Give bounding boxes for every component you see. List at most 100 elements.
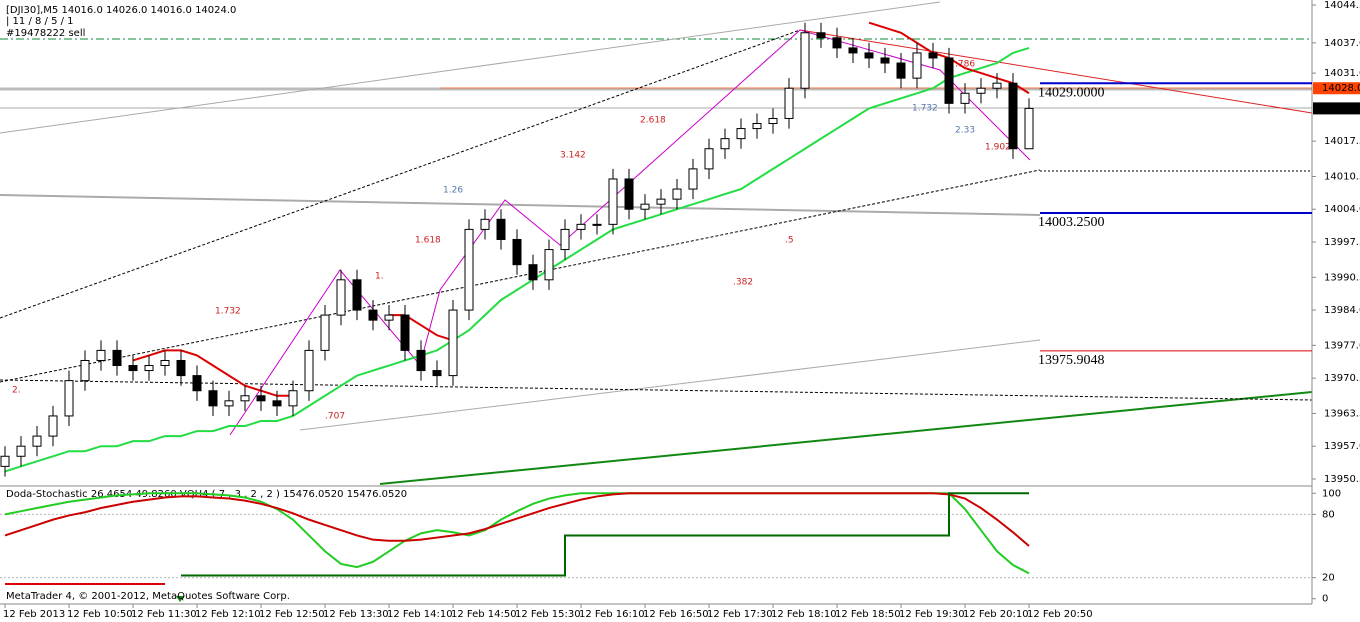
fib-label: .707 [325,412,345,422]
fib-label: 1.902 [985,143,1011,153]
candle-body [608,178,618,225]
y-tick-label: 13950.5 [1324,474,1360,485]
price-marker [1313,102,1360,115]
x-tick-label: 12 Feb 14:10 [387,609,453,620]
candle-body [992,82,1002,89]
candle-body [768,117,778,125]
trend-line [0,169,1041,383]
candle-body [240,395,250,402]
price-marker [1313,82,1360,95]
x-tick-label: 12 Feb 18:10 [771,609,837,620]
candle-body [464,228,474,311]
fib-label: 1. [375,272,384,282]
x-tick-label: 12 Feb 18:50 [835,609,901,620]
candle-body [816,32,826,39]
candle-body [144,365,154,372]
x-tick-label: 12 Feb 12:10 [195,609,261,620]
trend-line [0,29,801,319]
candle-body [400,314,410,351]
candle-body [544,249,554,281]
fib-label: 2.618 [640,116,666,126]
fib-label: 1.732 [912,104,938,114]
candle-body [208,390,218,407]
candle-body [384,314,394,321]
candle-body [944,57,954,104]
fib-label: .382 [733,278,753,288]
y-tick-label: 13963.5 [1324,408,1360,419]
x-tick-label: 12 Feb 10:50 [67,609,133,620]
candle-body [256,395,266,402]
candle-body [192,375,202,392]
price-marker-label: 14028.0 [1322,83,1360,94]
chart-subtitle: | 11 / 8 / 5 / 1 [6,16,74,27]
candle-body [96,349,106,361]
x-tick-label: 12 Feb 2013 [3,609,65,620]
candle-body [496,218,506,240]
y-tick-label: 100 [1322,488,1341,499]
fib-label: 1.618 [415,236,441,246]
fib-label: .5 [785,236,794,246]
x-tick-label: 12 Feb 17:30 [707,609,773,620]
candle-body [288,390,298,407]
series-line [4,492,1030,547]
y-tick-label: 14004.0 [1324,204,1360,215]
candle-body [336,279,346,316]
candle-body [528,264,538,281]
x-tick-label: 12 Feb 19:30 [899,609,965,620]
candle-body [704,148,714,170]
y-tick-label: 14044.5 [1324,0,1360,11]
candle-body [432,370,442,377]
candle-body [1008,82,1018,150]
fib-label: .786 [955,60,975,70]
candle-body [576,223,586,230]
level-label: 13975.9048 [1038,353,1105,368]
y-tick-label: 14037.0 [1324,38,1360,49]
candle-body [16,445,26,457]
chart-title: [DJI30],M5 14016.0 14026.0 14016.0 14024… [6,5,236,16]
candle-body [928,52,938,59]
y-tick-label: 13984.0 [1324,305,1360,316]
candle-body [736,128,746,140]
candle-body [224,400,234,407]
candle-body [112,349,122,367]
candle-body [448,309,458,377]
candle-body [656,198,666,205]
y-tick-label: 80 [1322,509,1335,520]
fib-label: 1.732 [215,307,241,317]
x-tick-label: 12 Feb 16:10 [579,609,645,620]
y-tick-label: 13977.0 [1324,340,1360,351]
trend-line [299,339,1041,431]
candle-body [960,92,970,104]
candle-body [752,123,762,130]
footer: MetaTrader 4, © 2001-2012, MetaQuotes So… [6,591,290,602]
y-tick-label: 20 [1322,573,1335,584]
trend-line [379,391,1313,485]
candle-body [480,218,490,230]
y-tick-label: 13997.5 [1324,237,1360,248]
candle-body [320,314,330,351]
trend-line [799,29,1313,114]
candle-body [368,309,378,321]
candle-body [832,37,842,49]
fib-label: 3.142 [560,151,586,161]
drawings [0,0,1313,605]
candle-body [32,435,42,447]
candle-body [896,62,906,79]
y-tick-label: 13957.0 [1324,441,1360,452]
x-tick-label: 12 Feb 11:30 [131,609,197,620]
y-tick-label: 14031.0 [1324,68,1360,79]
candle-body [800,32,810,89]
x-tick-label: 12 Feb 20:10 [963,609,1029,620]
candle-body [848,47,858,54]
arrow-icon [176,596,184,602]
y-tick-label: 13970.5 [1324,373,1360,384]
candle-body [48,415,58,437]
candle-body [0,455,10,467]
candle-body [624,178,634,210]
candle-body [672,188,682,200]
candle-body [592,223,602,226]
order-label: #19478222 sell [6,28,85,39]
candle-body [160,359,170,367]
series-line [4,46,1030,473]
